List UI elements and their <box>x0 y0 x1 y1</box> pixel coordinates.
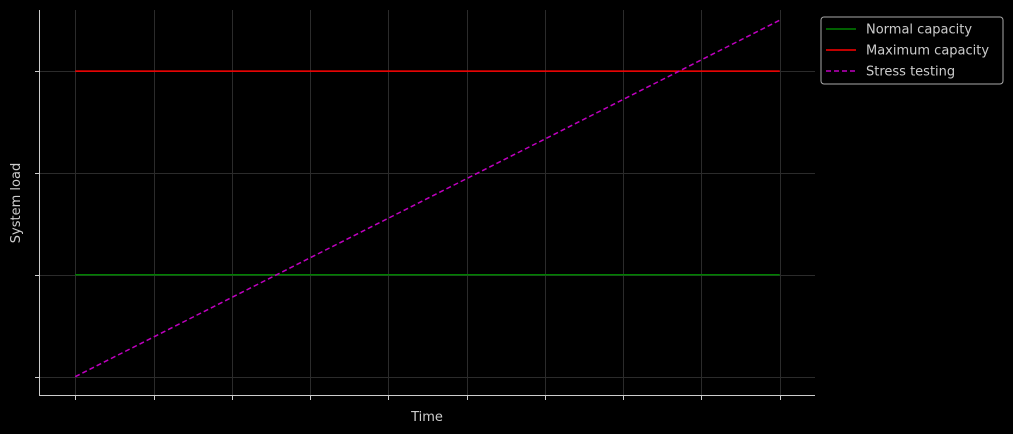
ticks <box>35 71 781 400</box>
legend-box <box>820 16 1004 85</box>
legend-label: Stress testing <box>866 65 955 80</box>
series-line-stress-testing <box>74 19 781 378</box>
legend-label: Normal capacity <box>866 23 972 38</box>
series <box>74 19 781 378</box>
x-axis-label: Time <box>410 410 443 425</box>
y-axis-label: System load <box>9 163 24 243</box>
axes <box>39 10 815 396</box>
legend: Normal capacity Maximum capacity Stress te… <box>820 16 1004 85</box>
legend-label: Maximum capacity <box>866 44 989 59</box>
